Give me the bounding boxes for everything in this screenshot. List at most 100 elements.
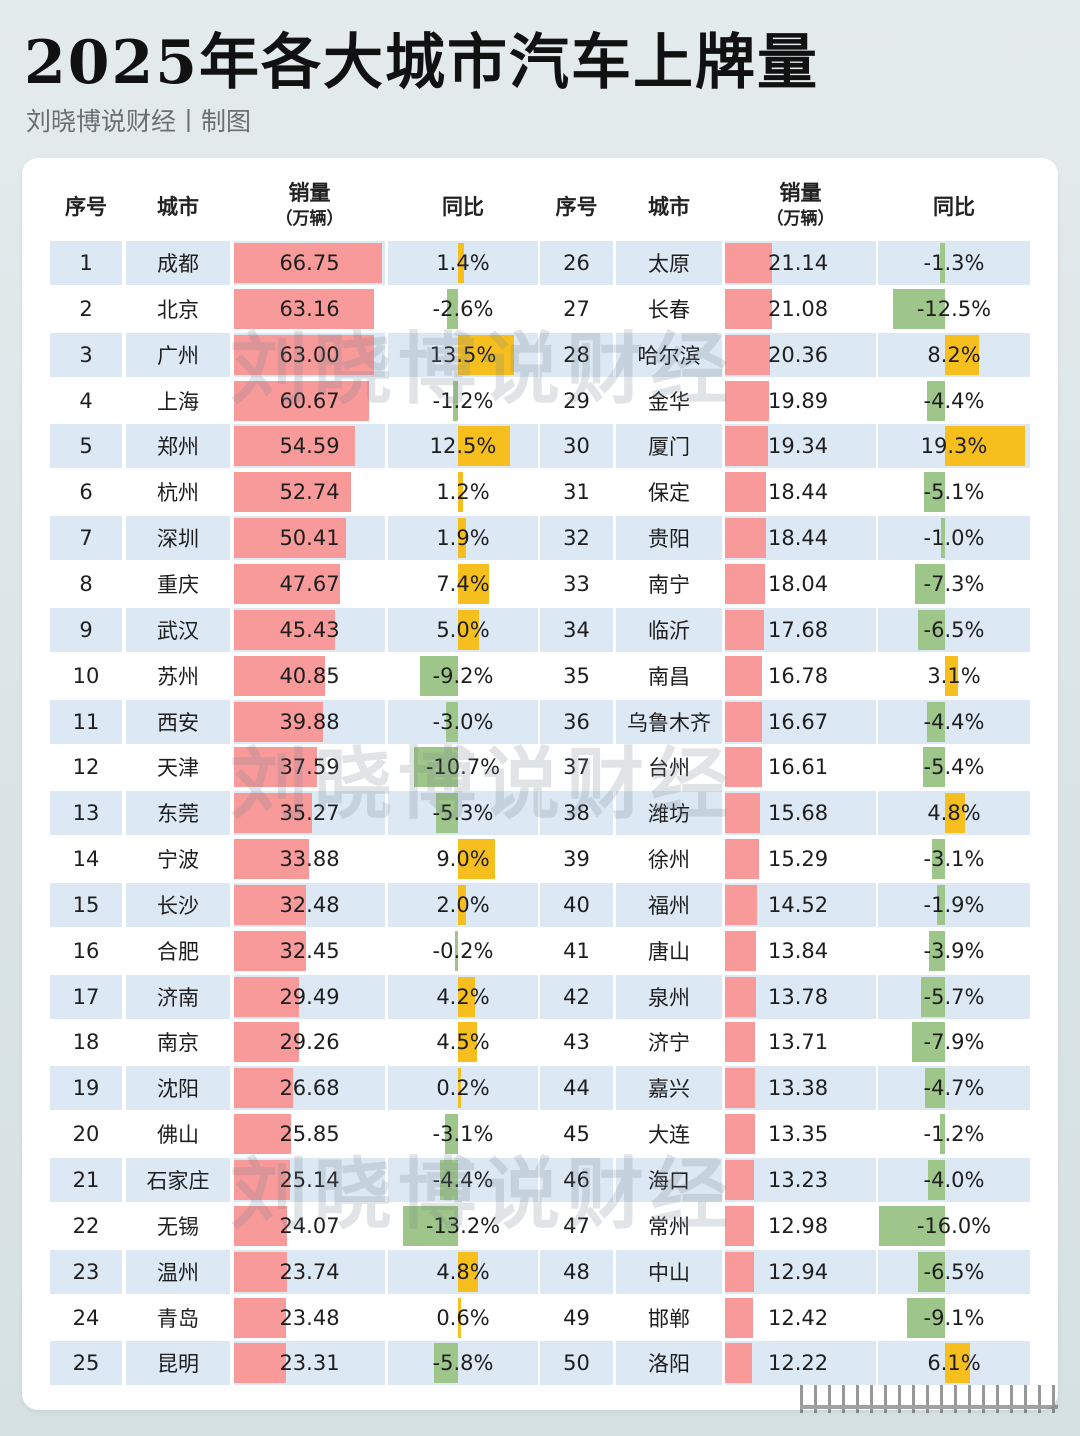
yoy-positive-bar (945, 1343, 970, 1383)
sales-cell-value: 40.85 (279, 664, 340, 688)
table-row: 5 郑州 54.59 12.5% (0, 424, 1080, 468)
sales-cell: 52.74 (234, 470, 385, 514)
table-row: 18 南京 29.26 4.5% (0, 1020, 1080, 1064)
yoy-cell: -1.2% (878, 1112, 1030, 1156)
table-row: 15 长沙 32.48 2.0% (0, 883, 1080, 927)
city-cell-value: 宁波 (157, 848, 199, 872)
rank-cell: 27 (540, 287, 613, 331)
city-cell-value: 邯郸 (648, 1307, 690, 1331)
city-cell-value: 金华 (648, 390, 690, 414)
sales-cell: 63.16 (234, 287, 385, 331)
city-cell: 温州 (126, 1250, 230, 1294)
sales-cell: 29.26 (234, 1020, 385, 1064)
yoy-cell: 1.9% (388, 516, 538, 560)
city-cell-value: 深圳 (157, 527, 199, 551)
city-cell-value: 南京 (157, 1031, 199, 1055)
rank-cell-value: 12 (72, 755, 100, 779)
rank-cell: 49 (540, 1296, 613, 1340)
city-cell-value: 大连 (648, 1123, 690, 1147)
yoy-cell-value: 12.5% (429, 434, 497, 458)
sales-bar (725, 839, 759, 879)
yoy-cell: -1.3% (878, 241, 1030, 285)
yoy-negative-bar (940, 243, 945, 283)
rank-cell: 8 (50, 562, 122, 606)
yoy-cell-value: -6.5% (923, 618, 985, 642)
sales-cell-value: 13.23 (768, 1168, 829, 1192)
table-row: 14 宁波 33.88 9.0% (0, 837, 1080, 881)
rank-cell: 17 (50, 975, 122, 1019)
yoy-negative-bar (447, 289, 458, 329)
table-row: 50 洛阳 12.22 6.1% (0, 1341, 1080, 1385)
sales-cell-value: 18.44 (768, 526, 829, 550)
rank-cell-value: 11 (72, 710, 100, 734)
yoy-cell: 0.2% (388, 1066, 538, 1110)
sales-cell: 45.43 (234, 608, 385, 652)
yoy-cell: -1.2% (388, 379, 538, 423)
city-cell-value: 哈尔滨 (637, 344, 701, 368)
rank-cell: 33 (540, 562, 613, 606)
yoy-cell: 3.1% (878, 654, 1030, 698)
yoy-cell: -9.2% (388, 654, 538, 698)
sales-cell-value: 18.04 (768, 572, 829, 596)
city-cell-value: 唐山 (648, 940, 690, 964)
sales-cell: 60.67 (234, 379, 385, 423)
rank-cell: 25 (50, 1341, 122, 1385)
sales-cell-value: 24.07 (279, 1214, 340, 1238)
rank-cell: 36 (540, 700, 613, 744)
sales-cell: 13.78 (725, 975, 876, 1019)
yoy-cell-value: -9.2% (432, 664, 494, 688)
rank-cell-value: 31 (563, 480, 590, 504)
city-cell: 乌鲁木齐 (616, 700, 722, 744)
sales-cell: 15.68 (725, 791, 876, 835)
table-row: 21 石家庄 25.14 -4.4% (0, 1158, 1080, 1202)
rank-cell: 50 (540, 1341, 613, 1385)
yoy-negative-bar (912, 1022, 945, 1062)
yoy-cell-value: -3.1% (923, 847, 985, 871)
rank-cell: 41 (540, 929, 613, 973)
sales-bar (725, 564, 765, 604)
yoy-cell: -4.4% (878, 700, 1030, 744)
sales-bar (725, 793, 760, 833)
sales-bar (234, 793, 312, 833)
rank-cell: 11 (50, 700, 122, 744)
yoy-positive-bar (458, 1068, 461, 1108)
sales-cell-value: 25.85 (279, 1122, 340, 1146)
sales-bar (725, 1160, 754, 1200)
rank-cell-value: 28 (563, 343, 590, 367)
rank-cell-value: 25 (72, 1351, 100, 1375)
sales-cell: 35.27 (234, 791, 385, 835)
sales-cell: 32.48 (234, 883, 385, 927)
yoy-cell: -5.3% (388, 791, 538, 835)
yoy-negative-bar (446, 702, 458, 742)
rank-cell-value: 33 (563, 572, 590, 596)
sales-cell-value: 21.14 (768, 251, 829, 275)
city-cell: 上海 (126, 379, 230, 423)
sales-cell: 14.52 (725, 883, 876, 927)
yoy-cell-value: -4.4% (923, 710, 985, 734)
yoy-cell-value: -4.4% (432, 1168, 494, 1192)
yoy-positive-bar (945, 335, 979, 375)
yoy-cell: -1.9% (878, 883, 1030, 927)
rank-cell-value: 45 (563, 1122, 590, 1146)
yoy-negative-bar (455, 931, 458, 971)
yoy-cell: 8.2% (878, 333, 1030, 377)
city-cell: 哈尔滨 (616, 333, 722, 377)
yoy-negative-bar (927, 702, 945, 742)
city-cell: 青岛 (126, 1296, 230, 1340)
city-cell: 郑州 (126, 424, 230, 468)
city-cell: 成都 (126, 241, 230, 285)
sales-bar (725, 1114, 755, 1154)
city-cell: 北京 (126, 287, 230, 331)
yoy-cell-value: -2.6% (432, 297, 494, 321)
city-cell-value: 福州 (648, 894, 690, 918)
yoy-cell-value: -0.2% (432, 939, 494, 963)
rank-cell-value: 15 (72, 893, 100, 917)
sales-bar (234, 564, 340, 604)
yoy-cell-value: -4.0% (923, 1168, 985, 1192)
yoy-cell: -10.7% (388, 745, 538, 789)
yoy-cell: -4.4% (388, 1158, 538, 1202)
table-row: 17 济南 29.49 4.2% (0, 975, 1080, 1019)
city-cell: 无锡 (126, 1204, 230, 1248)
sales-cell-value: 20.36 (768, 343, 829, 367)
yoy-cell-value: -7.3% (923, 572, 985, 596)
